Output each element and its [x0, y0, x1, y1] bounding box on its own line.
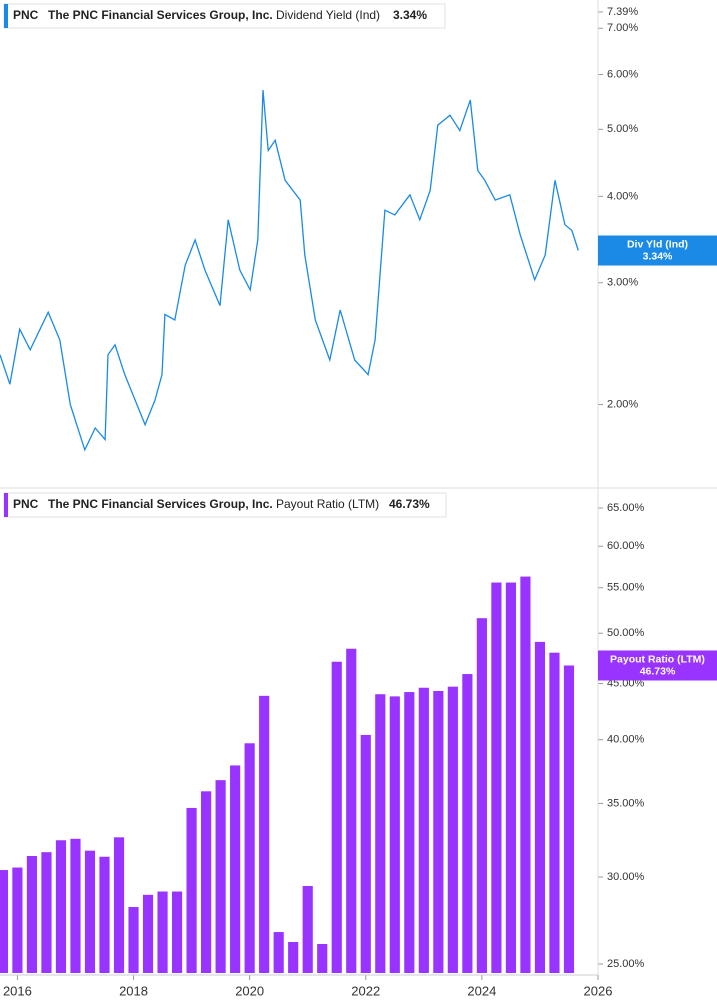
y-tick-label: 35.00%: [607, 797, 645, 809]
legend-bg: [3, 492, 447, 518]
y-tick-label: 50.00%: [607, 627, 645, 639]
metric-value: 46.73%: [389, 497, 430, 511]
y-tick-label: 6.00%: [607, 68, 638, 80]
bar: [186, 807, 197, 973]
bar: [418, 687, 429, 973]
tag-bg: [598, 650, 717, 681]
y-tick-label: 60.00%: [607, 540, 645, 552]
bar: [331, 661, 342, 973]
bar: [302, 885, 313, 973]
legend-box: PNC The PNC Financial Services Group, In…: [3, 492, 447, 518]
bar: [259, 695, 270, 973]
bar: [563, 665, 575, 973]
tag-value: 46.73%: [640, 665, 676, 677]
x-tick-label: 2022: [351, 983, 380, 998]
tag-name: Payout Ratio (LTM): [610, 653, 705, 665]
company: The PNC Financial Services Group, Inc.: [48, 8, 273, 22]
bar: [462, 674, 473, 973]
bar: [549, 652, 560, 973]
legend-swatch: [4, 493, 8, 517]
bar: [244, 743, 255, 973]
y-tick-label: 3.00%: [607, 277, 638, 289]
bar: [288, 941, 299, 973]
x-tick-label: 2018: [119, 983, 148, 998]
bar: [113, 837, 125, 973]
x-tick-label: 2020: [235, 983, 264, 998]
bar: [142, 894, 154, 973]
legend-bg: [3, 3, 446, 29]
bar: [201, 791, 212, 973]
bar: [55, 840, 67, 973]
legend-swatch: [4, 4, 8, 28]
bar: [375, 694, 386, 973]
x-tick-label: 2016: [3, 983, 32, 998]
line: [0, 89, 579, 452]
bar: [41, 852, 52, 973]
bar: [346, 648, 357, 973]
legend-box: PNC The PNC Financial Services Group, In…: [3, 3, 446, 29]
bar: [317, 943, 328, 973]
bar: [230, 765, 241, 973]
y-tick-label: 7.39%: [607, 6, 638, 18]
bar: [70, 838, 81, 973]
bar: [447, 686, 458, 973]
bar: [520, 576, 531, 973]
bar: [215, 780, 226, 973]
y-tick-label: 7.00%: [607, 22, 638, 34]
y-tick-label: 4.00%: [607, 190, 638, 202]
metric: Payout Ratio (LTM): [276, 497, 379, 511]
y-tick-label: 25.00%: [607, 958, 645, 970]
bar: [273, 932, 284, 973]
bar: [157, 891, 168, 973]
bar: [476, 618, 487, 973]
tag-name: Div Yld (Ind): [627, 238, 688, 250]
bar: [128, 907, 139, 973]
bar: [26, 855, 38, 973]
ticker: PNC: [13, 8, 39, 22]
ticker: PNC: [13, 497, 39, 511]
x-tick-label: 2024: [467, 983, 496, 998]
metric: Dividend Yield (Ind): [276, 8, 380, 22]
bar: [389, 696, 400, 973]
company: The PNC Financial Services Group, Inc.: [48, 497, 273, 511]
tag-value: 3.34%: [643, 250, 673, 262]
bar: [491, 582, 502, 973]
bar: [433, 690, 444, 973]
y-tick-label: 2.00%: [607, 398, 638, 410]
y-tick-label: 5.00%: [607, 123, 638, 135]
last-value-tag: Payout Ratio (LTM)46.73%: [598, 650, 717, 681]
bar: [505, 582, 516, 973]
bar: [12, 867, 23, 973]
bar: [171, 891, 183, 973]
metric-value: 3.34%: [393, 8, 427, 22]
bar: [534, 641, 546, 973]
y-tick-label: 65.00%: [607, 502, 645, 514]
y-tick-label: 30.00%: [607, 871, 645, 883]
y-tick-label: 40.00%: [607, 734, 645, 746]
bar: [404, 692, 415, 973]
bar: [99, 856, 110, 973]
tag-bg: [598, 235, 717, 266]
y-tick-label: 55.00%: [607, 582, 645, 594]
bar: [0, 870, 8, 973]
bar: [84, 850, 96, 973]
x-tick-label: 2026: [584, 983, 613, 998]
bar: [360, 734, 371, 973]
last-value-tag: Div Yld (Ind)3.34%: [598, 235, 717, 266]
